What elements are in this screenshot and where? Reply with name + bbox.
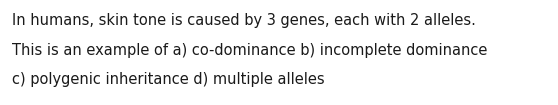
Text: c) polygenic inheritance d) multiple alleles: c) polygenic inheritance d) multiple all… — [12, 72, 325, 87]
Text: In humans, skin tone is caused by 3 genes, each with 2 alleles.: In humans, skin tone is caused by 3 gene… — [12, 13, 476, 28]
Text: This is an example of a) co-dominance b) incomplete dominance: This is an example of a) co-dominance b)… — [12, 43, 488, 58]
